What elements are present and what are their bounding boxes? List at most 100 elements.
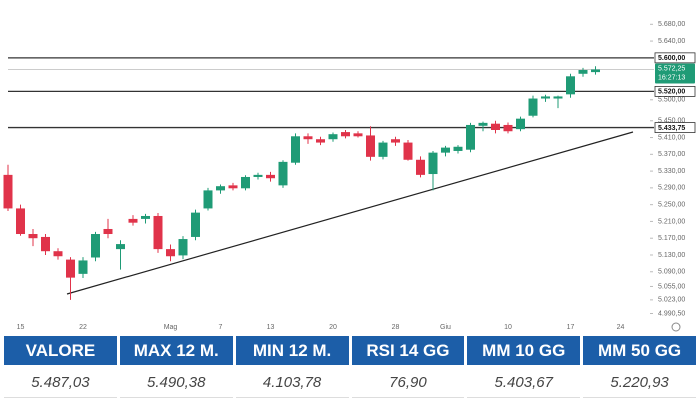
candle-body [91,234,100,258]
candle-body [178,239,188,256]
candle-body [378,142,388,157]
chart: 5.680,00 5.640,00 5.500,00 5.450,00 5.410,00… [3,21,696,332]
level-label: 5.433,75 [658,125,685,132]
candle-body [191,212,200,237]
candle-body [341,132,350,137]
settings-icon[interactable] [671,322,681,332]
level-tag [654,122,696,133]
x-tick-label: 13 [267,324,275,331]
stats-table: VALORE MAX 12 M. MIN 12 M. RSI 14 GG MM 10 G… [0,336,700,398]
table-cell: 4.103,78 [235,368,349,398]
candle-body [291,136,300,163]
x-tick-label: 15 [17,324,25,331]
y-tick-label: 5.680,00 [658,21,685,28]
table-header: VALORE [4,336,117,365]
x-tick-label: 24 [617,324,625,331]
candle-body [66,259,75,278]
y-tick-label: 5.370,00 [658,151,685,158]
table-cell: 5.487,03 [4,368,117,398]
table-cell: 76,90 [351,368,465,398]
candle-body [503,124,513,132]
candle-body [403,142,413,160]
candle-body [266,174,275,179]
candle-body [491,123,500,130]
candle-body [241,176,250,189]
x-tick-label: 22 [79,324,87,331]
price-label: 5.572,25 [658,65,685,72]
candle-body [416,159,425,175]
y-tick-label: 5.210,00 [658,218,685,225]
level-tag [654,52,696,64]
table-cell: 5.490,38 [119,368,233,398]
candle-body [516,118,525,130]
candle-body [353,133,363,137]
candle-body [591,69,600,73]
candle-body [366,135,375,157]
table-header: MM 50 GG [583,336,696,365]
candle-body [528,98,538,116]
x-tick-label: Mag [164,324,178,331]
table-header: MIN 12 M. [235,336,349,365]
price-tag [655,63,695,84]
candle-body [478,122,488,126]
y-tick-label: 5.290,00 [658,185,685,192]
candle-body [316,139,325,143]
candle-body [328,134,338,140]
y-tick-label: 5.640,00 [658,38,685,45]
y-tick-label: 5.410,00 [658,134,685,141]
y-tick-label: 5.090,00 [658,269,685,276]
table-header: MAX 12 M. [119,336,233,365]
candle-body [128,218,138,223]
candle-body [78,260,88,274]
candle-body [228,185,238,189]
y-tick-label: 5.450,00 [658,118,685,125]
candle-body [541,96,550,99]
candle-body [103,228,113,235]
candle-body [216,186,225,191]
candle-body [303,136,313,140]
x-tick-label: 10 [504,324,512,331]
table-header: RSI 14 GG [351,336,465,365]
candle-body [278,161,288,186]
x-tick-label: 7 [219,324,223,331]
table-cell: 5.403,67 [467,368,581,398]
candle-body [28,234,38,239]
candle-body [41,236,50,252]
level-tag [654,86,696,97]
candle-body [428,152,438,175]
candle-body [566,76,575,95]
trend-line [66,131,634,295]
candle-body [441,147,450,153]
table-header: MM 10 GG [467,336,581,365]
y-tick-label: 5.055,00 [658,283,685,290]
candle-body [453,146,463,151]
candle-body [116,244,125,250]
x-tick-label: 17 [567,324,575,331]
candle-body [3,174,13,209]
candle-body [578,70,588,74]
y-tick-label: 5.130,00 [658,252,685,259]
x-tick-label: 20 [329,324,337,331]
y-tick-label: 5.023,00 [658,297,685,304]
candle-body [166,249,175,257]
candle-body [141,215,150,219]
y-tick-label: 4.990,50 [658,310,685,317]
x-tick-label: Giu [440,324,451,331]
y-tick-label: 5.330,00 [658,168,685,175]
table-cell: 5.220,93 [583,368,696,398]
y-tick-label: 5.170,00 [658,235,685,242]
level-label: 5.600,00 [658,55,685,62]
candle-body [153,215,163,250]
candle-body [16,208,25,235]
level-label: 5.520,00 [658,89,685,96]
candle-body [466,124,475,150]
y-tick-label: 5.250,00 [658,201,685,208]
candle-body [253,174,263,177]
y-tick-label: 5.500,00 [658,97,685,104]
candle-body [553,96,563,99]
x-tick-label: 28 [392,324,400,331]
price-time: 16:27:13 [658,74,685,81]
candle-body [53,251,63,257]
candle-body [203,190,213,209]
